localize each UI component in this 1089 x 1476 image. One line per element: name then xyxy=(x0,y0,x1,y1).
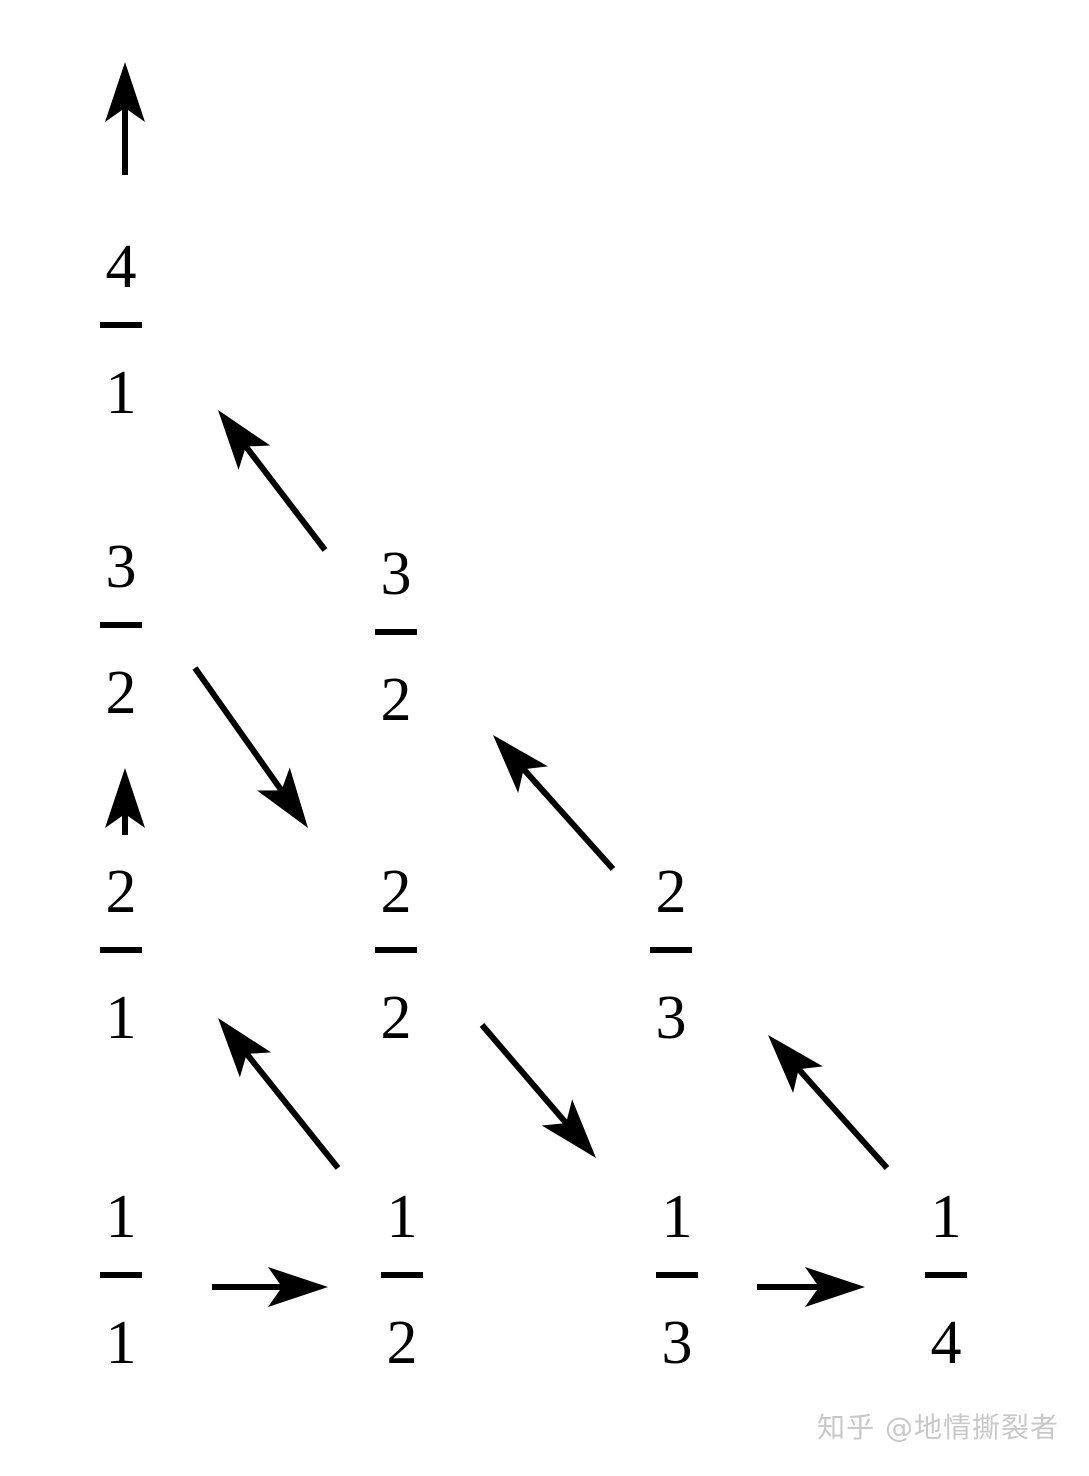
denominator: 1 xyxy=(106,984,137,1052)
arrow-head xyxy=(493,735,548,794)
denominator: 2 xyxy=(381,984,412,1052)
fraction-4-1: 41 xyxy=(100,233,142,427)
fraction-1-1: 11 xyxy=(100,1183,142,1377)
arrow-shaft xyxy=(521,767,616,872)
numerator: 1 xyxy=(662,1183,693,1251)
arrow-head xyxy=(541,1099,596,1158)
arrow-head xyxy=(257,767,308,828)
denominator: 2 xyxy=(106,659,137,727)
arrow-2-2-to-1-3 xyxy=(479,1023,596,1158)
numerator: 2 xyxy=(106,858,137,926)
fraction-2-1: 21 xyxy=(100,858,142,1052)
fraction-1-2: 12 xyxy=(381,1183,423,1377)
fraction-1-3: 13 xyxy=(656,1183,698,1377)
denominator: 2 xyxy=(381,666,412,734)
arrow-head xyxy=(105,768,145,828)
arrow-head xyxy=(268,1267,328,1307)
denominator: 3 xyxy=(662,1309,693,1377)
arrow-head xyxy=(218,1018,272,1078)
denominator: 1 xyxy=(106,1309,137,1377)
arrow-head xyxy=(768,1035,823,1094)
numerator: 1 xyxy=(931,1183,962,1251)
numerator: 1 xyxy=(387,1183,418,1251)
arrow-4-1-to-continues-up xyxy=(105,62,145,175)
numerator: 4 xyxy=(106,233,137,301)
arrow-shaft xyxy=(244,1052,341,1170)
fraction-1-4: 14 xyxy=(925,1183,967,1377)
arrow-shaft xyxy=(192,666,284,793)
arrow-2-3-to-3-2-right xyxy=(493,735,616,872)
fraction-3-2-left: 32 xyxy=(100,533,142,727)
numerator: 1 xyxy=(106,1183,137,1251)
arrow-1-2-to-2-1 xyxy=(218,1018,341,1170)
fraction-3-2-right: 32 xyxy=(375,540,417,734)
arrow-head xyxy=(218,410,271,470)
denominator: 2 xyxy=(387,1309,418,1377)
fraction-2-3: 23 xyxy=(650,858,692,1052)
denominator: 1 xyxy=(106,359,137,427)
arrow-3-2-left-to-2-2 xyxy=(192,666,308,828)
watermark: 知乎 @地情撕裂者 xyxy=(817,1411,1059,1444)
arrow-shaft xyxy=(243,444,328,552)
numerator: 3 xyxy=(381,540,412,608)
numerator: 2 xyxy=(381,858,412,926)
arrow-head xyxy=(805,1267,865,1307)
arrow-2-1-to-3-2-left xyxy=(105,768,145,835)
numerator: 2 xyxy=(656,858,687,926)
denominator: 4 xyxy=(931,1309,962,1377)
arrow-1-3-to-1-4 xyxy=(757,1267,865,1307)
fraction-2-2: 22 xyxy=(375,858,417,1052)
numerator: 3 xyxy=(106,533,137,601)
arrow-shaft xyxy=(479,1023,569,1126)
arrow-3-2-right-to-4-1 xyxy=(218,410,328,552)
arrow-1-1-to-1-2 xyxy=(212,1267,328,1307)
arrow-head xyxy=(105,62,145,122)
arrow-shaft xyxy=(796,1067,890,1171)
arrow-1-4-to-2-3 xyxy=(768,1035,890,1171)
denominator: 3 xyxy=(656,984,687,1052)
arrows xyxy=(105,62,890,1307)
